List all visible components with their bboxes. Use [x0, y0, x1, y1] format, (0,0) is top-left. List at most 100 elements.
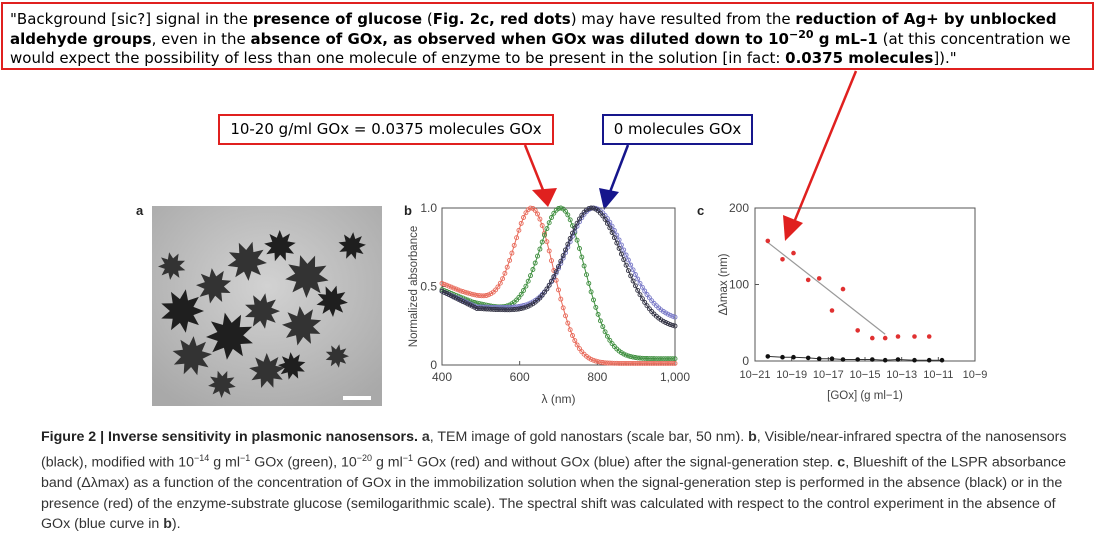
- data-point: [567, 327, 573, 333]
- data-point: [597, 318, 603, 324]
- data-point: [439, 280, 445, 286]
- quote-box: "Background [sic?] signal in the presenc…: [1, 2, 1094, 70]
- data-point: [542, 232, 547, 238]
- data-point: [462, 289, 468, 295]
- data-point: [658, 356, 664, 362]
- data-point: [623, 252, 629, 258]
- data-point: [926, 334, 932, 339]
- y-tick-label: 200: [729, 201, 749, 215]
- data-point: [665, 356, 671, 362]
- quote-bold: presence of glucose: [252, 10, 423, 28]
- y-tick-label: 0.5: [420, 280, 437, 294]
- x-tick-label: 10−17: [813, 369, 844, 381]
- panel-c-letter: c: [697, 203, 705, 218]
- data-point: [604, 220, 610, 226]
- data-point: [653, 356, 659, 362]
- data-point: [632, 283, 638, 289]
- annotation-blue-label: 0 molecules GOx: [602, 114, 753, 145]
- data-point: [572, 225, 578, 231]
- data-point: [539, 223, 545, 228]
- data-point: [665, 360, 671, 366]
- data-point: [639, 296, 645, 302]
- data-point: [460, 289, 466, 295]
- data-point: [609, 341, 615, 347]
- data-point: [663, 356, 669, 362]
- data-point: [586, 206, 592, 212]
- data-point: [479, 306, 485, 312]
- data-point: [528, 273, 533, 279]
- caption-text: ).: [171, 516, 181, 533]
- caption-text: g ml: [372, 454, 403, 471]
- data-point: [469, 303, 475, 309]
- data-point: [467, 291, 473, 297]
- data-point: [651, 360, 657, 366]
- data-point: [521, 215, 526, 220]
- nanostar: [208, 370, 236, 398]
- data-point: [544, 239, 550, 245]
- data-point: [816, 276, 822, 281]
- data-point: [572, 338, 578, 344]
- data-point: [532, 260, 538, 266]
- y-tick-label: 0: [430, 358, 437, 372]
- data-point: [780, 354, 785, 360]
- data-point: [611, 344, 617, 349]
- data-point: [635, 276, 641, 282]
- data-point: [509, 307, 515, 313]
- arrow-quote-head: [783, 215, 803, 241]
- data-point: [805, 277, 811, 283]
- x-tick-label: 10−9: [963, 369, 988, 381]
- data-point: [581, 263, 587, 269]
- data-point: [528, 205, 533, 211]
- data-point: [609, 360, 615, 366]
- data-point: [646, 356, 652, 362]
- data-point: [912, 334, 917, 339]
- data-point: [458, 297, 464, 303]
- data-point: [595, 311, 601, 317]
- data-point: [637, 280, 643, 286]
- data-point: [632, 355, 638, 360]
- data-point: [607, 219, 613, 225]
- data-point: [614, 240, 620, 246]
- data-point: [623, 352, 629, 358]
- data-point: [637, 292, 643, 298]
- data-point: [479, 293, 485, 299]
- quote-bold: g mL–1: [813, 29, 878, 48]
- data-point: [630, 360, 636, 366]
- x-tick-label: 1,000: [660, 370, 690, 384]
- data-point: [646, 295, 652, 301]
- data-point: [628, 360, 634, 366]
- data-point: [567, 236, 573, 241]
- data-point: [939, 357, 945, 363]
- data-point: [630, 354, 636, 360]
- data-point: [672, 360, 678, 366]
- data-point: [551, 268, 557, 273]
- series-1: [765, 354, 945, 363]
- caption-ref-b: b: [163, 516, 172, 533]
- data-point: [665, 321, 671, 327]
- fit-line: [767, 241, 886, 335]
- data-point: [588, 205, 594, 211]
- data-point: [591, 357, 596, 363]
- data-point: [670, 360, 676, 366]
- data-point: [453, 286, 459, 292]
- data-point: [672, 356, 678, 362]
- data-point: [542, 289, 547, 295]
- caption-panel-c: c: [837, 454, 846, 471]
- data-point: [663, 360, 669, 366]
- data-point: [518, 220, 524, 226]
- data-point: [829, 308, 835, 313]
- data-point: [604, 360, 610, 366]
- data-point: [765, 238, 771, 244]
- data-point: [644, 356, 650, 361]
- data-point: [611, 235, 617, 241]
- quote-superscript: −20: [789, 27, 814, 41]
- data-point: [465, 290, 471, 296]
- data-point: [593, 304, 599, 310]
- data-point: [642, 355, 648, 361]
- data-point: [586, 280, 592, 286]
- data-point: [495, 307, 501, 313]
- data-point: [623, 360, 629, 366]
- data-point: [604, 216, 610, 222]
- data-point: [611, 360, 617, 366]
- data-point: [523, 304, 529, 310]
